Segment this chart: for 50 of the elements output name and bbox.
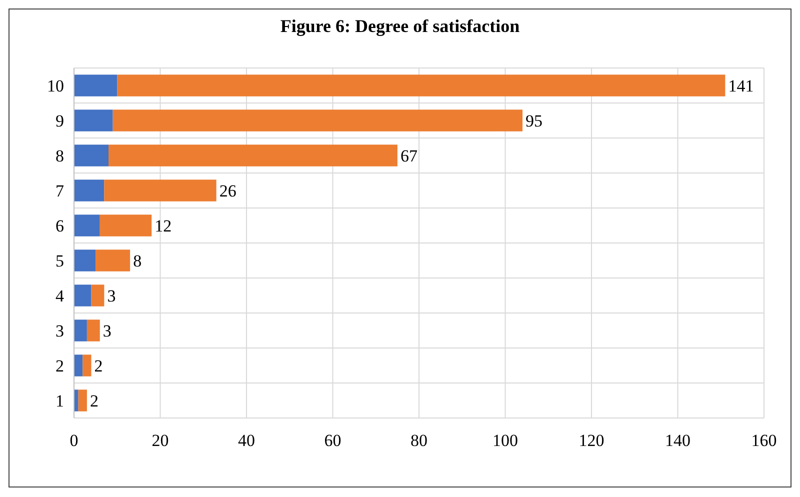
- x-tick-label: 0: [70, 431, 78, 450]
- bar: [74, 284, 92, 306]
- data-label: 12: [154, 216, 172, 236]
- bar: [82, 354, 92, 376]
- data-label: 95: [526, 111, 542, 130]
- x-tick-label: 40: [238, 431, 255, 450]
- x-tick-label: 60: [324, 431, 342, 450]
- y-tick-label: 2: [56, 356, 64, 376]
- x-tick-label: 100: [492, 431, 518, 450]
- bar: [74, 320, 87, 342]
- x-tick-label: 140: [665, 431, 690, 450]
- bar: [74, 74, 118, 96]
- bar: [108, 144, 398, 166]
- x-tick-label: 160: [751, 431, 777, 450]
- bar: [117, 74, 726, 96]
- chart-title: Figure 6: Degree of satisfaction: [280, 16, 520, 36]
- x-tick-label: 120: [578, 431, 604, 450]
- y-tick-label: 7: [56, 181, 64, 200]
- bar: [74, 390, 78, 412]
- bar: [78, 390, 87, 412]
- data-label: 2: [90, 391, 98, 410]
- y-tick-label: 5: [56, 251, 64, 270]
- bar: [74, 354, 83, 376]
- data-label: 67: [400, 146, 418, 166]
- data-label: 3: [107, 286, 116, 306]
- data-label: 3: [102, 321, 112, 340]
- bar: [100, 214, 152, 236]
- data-label: 2: [94, 356, 103, 376]
- bar: [112, 110, 522, 132]
- data-label: 26: [219, 181, 236, 200]
- bar: [96, 250, 130, 272]
- bar: [74, 144, 108, 166]
- bar: [74, 110, 113, 132]
- y-tick-label: 6: [56, 216, 64, 236]
- bar: [74, 250, 96, 272]
- bar: [74, 180, 104, 202]
- data-label: 141: [728, 76, 754, 96]
- y-tick-label: 9: [56, 111, 64, 130]
- y-tick-label: 8: [56, 146, 64, 166]
- x-tick-label: 80: [410, 431, 428, 450]
- bar: [74, 214, 100, 236]
- bar: [86, 320, 100, 342]
- y-tick-label: 10: [47, 76, 64, 96]
- y-tick-label: 3: [56, 321, 64, 340]
- x-tick-label: 20: [152, 431, 169, 450]
- data-label: 8: [133, 251, 142, 270]
- y-tick-label: 1: [56, 391, 64, 410]
- y-tick-label: 4: [56, 286, 64, 306]
- bar: [104, 180, 216, 202]
- bar: [91, 284, 104, 306]
